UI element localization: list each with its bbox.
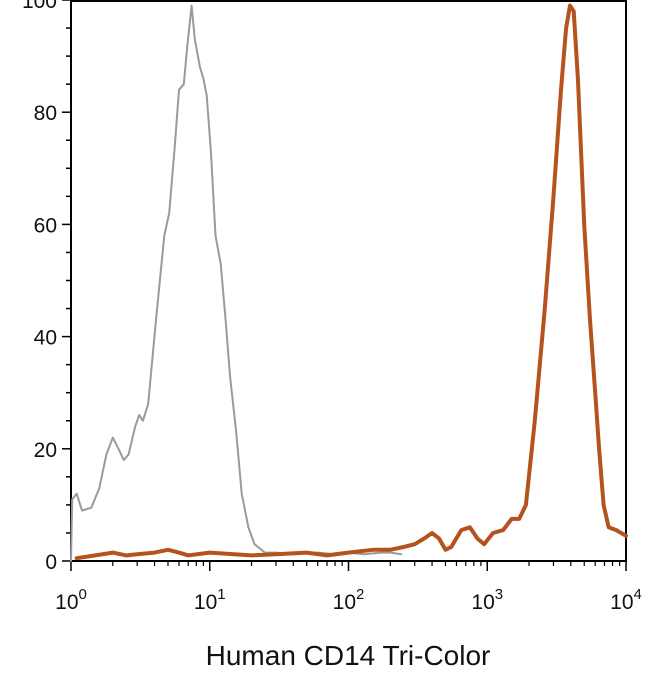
x-tick-exponent: 4 <box>634 586 642 603</box>
y-tick-label: 40 <box>34 327 57 350</box>
x-tick-base: 10 <box>55 591 78 614</box>
x-tick-label: 103 <box>471 586 503 614</box>
series-layer <box>70 3 628 562</box>
x-tick-exponent: 1 <box>217 586 225 603</box>
x-tick-base: 10 <box>333 591 356 614</box>
x-tick-base: 10 <box>610 591 633 614</box>
x-tick-exponent: 3 <box>495 586 503 603</box>
plot-frame <box>70 0 627 562</box>
y-tick-label: 20 <box>34 439 57 462</box>
x-tick-label: 102 <box>333 586 365 614</box>
series-1-line <box>70 4 403 562</box>
x-tick-exponent: 2 <box>356 586 364 603</box>
x-tick-base: 10 <box>471 591 494 614</box>
x-axis-label: Human CD14 Tri-Color <box>206 640 491 671</box>
x-tick-exponent: 0 <box>79 586 87 603</box>
y-tick-label: 100 <box>22 0 57 13</box>
x-tick-base: 10 <box>194 591 217 614</box>
x-tick-label: 104 <box>610 586 642 614</box>
x-tick-label: 101 <box>194 586 226 614</box>
y-tick-label: 60 <box>34 214 57 237</box>
plot-border <box>70 0 627 562</box>
axis-ticks <box>62 0 627 571</box>
y-tick-label: 80 <box>34 102 57 125</box>
x-tick-label: 100 <box>55 586 87 614</box>
y-tick-label: 0 <box>45 551 57 574</box>
series-2-line <box>74 3 628 561</box>
